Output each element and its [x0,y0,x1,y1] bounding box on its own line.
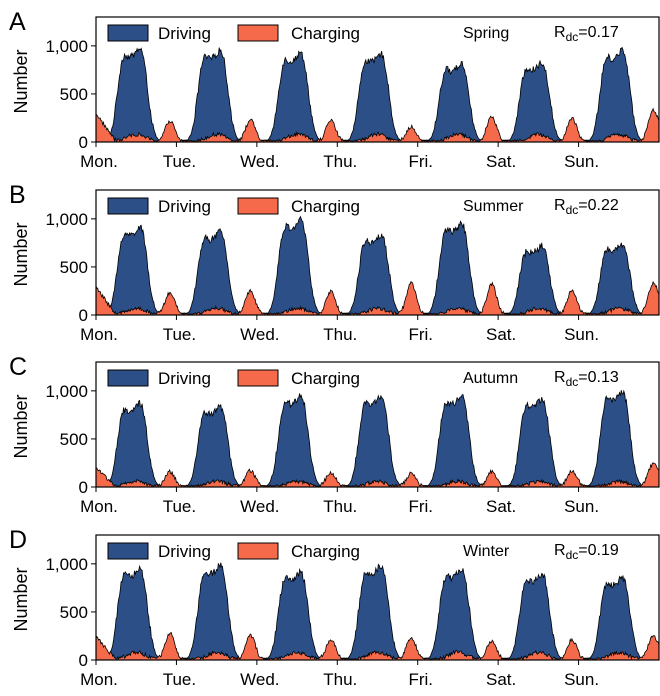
y-tick-label: 500 [60,258,88,277]
plot-frame [95,534,660,661]
x-tick-label: Mon. [80,497,118,516]
legend-swatch-charging [237,24,279,42]
panel-letter: D [9,526,27,554]
charging-area [95,280,660,316]
x-tick-label: Sat. [486,152,516,171]
x-tick-label: Sat. [486,670,516,689]
legend-swatch-driving [107,197,149,215]
y-tick-label: 1,000 [45,555,88,574]
y-tick-label: 500 [60,85,88,104]
y-tick-label: 1,000 [45,210,88,229]
rdc-label: Rdc=0.22 [554,197,619,217]
y-axis-label: Number [11,394,31,458]
legend-label-charging: Charging [291,369,360,388]
legend-label-charging: Charging [291,197,360,216]
y-tick-label: 500 [60,603,88,622]
x-tick-label: Sun. [564,670,599,689]
x-tick-label: Mon. [80,325,118,344]
x-tick-label: Wed. [240,152,279,171]
rdc-value: =0.22 [578,197,619,214]
x-tick-label: Sun. [564,152,599,171]
panel-letter: A [9,8,26,36]
legend-swatch-charging [237,197,279,215]
legend-swatch-driving [107,24,149,42]
x-tick-label: Fri. [408,497,433,516]
y-axis-label: Number [11,222,31,286]
x-tick-label: Wed. [240,497,279,516]
x-tick-label: Tue. [163,670,196,689]
rdc-value: =0.13 [578,369,619,386]
legend-label-charging: Charging [291,542,360,561]
legend-label-charging: Charging [291,24,360,43]
x-tick-label: Mon. [80,670,118,689]
y-tick-label: 500 [60,430,88,449]
panel-a: 0 500 1,000 Number Mon. Tue. Wed. Thu. Fri. Sat. S… [9,8,660,171]
y-tick-label: 0 [79,478,88,497]
panel-d: 0 500 1,000 Number Mon. Tue. Wed. Thu. Fri. Sat. S… [9,526,660,689]
rdc-subscript: dc [566,548,579,562]
y-tick-label: 0 [79,651,88,670]
legend-label-driving: Driving [158,369,211,388]
season-label: Autumn [463,370,518,387]
panel-letter: B [9,181,26,209]
plot-frame [95,16,660,143]
x-tick-label: Tue. [163,497,196,516]
legend-label-driving: Driving [158,24,211,43]
legend-swatch-charging [237,369,279,387]
x-tick-label: Sun. [564,497,599,516]
legend-label-driving: Driving [158,197,211,216]
charging-area [95,107,660,143]
panel-c: 0 500 1,000 Number Mon. Tue. Wed. Thu. Fri. Sat. S… [9,353,660,516]
rdc-label: Rdc=0.19 [554,542,619,562]
y-axis-label: Number [11,49,31,113]
y-tick-label: 0 [79,306,88,325]
season-label: Summer [463,198,524,215]
x-tick-label: Wed. [240,325,279,344]
x-tick-label: Fri. [408,152,433,171]
driving-area [95,389,660,488]
legend-swatch-driving [107,369,149,387]
rdc-subscript: dc [566,203,579,217]
x-tick-label: Fri. [408,670,433,689]
x-tick-label: Fri. [408,325,433,344]
season-label: Spring [463,25,509,42]
x-tick-label: Sat. [486,325,516,344]
legend-swatch-driving [107,542,149,560]
panel-letter: C [9,353,27,381]
x-tick-label: Tue. [163,152,196,171]
rdc-subscript: dc [566,30,579,44]
y-tick-label: 0 [79,133,88,152]
y-axis-label: Number [11,567,31,631]
plot-frame [95,361,660,488]
x-tick-label: Wed. [240,670,279,689]
plot-frame [95,189,660,316]
y-tick-label: 1,000 [45,37,88,56]
rdc-symbol: R [554,24,566,41]
rdc-symbol: R [554,197,566,214]
rdc-label: Rdc=0.17 [554,24,619,44]
y-tick-label: 1,000 [45,382,88,401]
rdc-label: Rdc=0.13 [554,369,619,389]
rdc-symbol: R [554,369,566,386]
x-tick-label: Tue. [163,325,196,344]
x-tick-label: Thu. [323,325,357,344]
x-tick-label: Thu. [323,152,357,171]
x-tick-label: Sun. [564,325,599,344]
rdc-value: =0.19 [578,542,619,559]
charging-area [95,462,660,488]
x-tick-label: Mon. [80,152,118,171]
rdc-subscript: dc [566,375,579,389]
legend-label-driving: Driving [158,542,211,561]
legend-swatch-charging [237,542,279,560]
x-tick-label: Sat. [486,497,516,516]
charging-area [95,632,660,661]
season-label: Winter [463,543,510,560]
rdc-symbol: R [554,542,566,559]
x-tick-label: Thu. [323,497,357,516]
panel-b: 0 500 1,000 Number Mon. Tue. Wed. Thu. Fri. Sat. S… [9,181,660,344]
rdc-value: =0.17 [578,24,619,41]
x-tick-label: Thu. [323,670,357,689]
